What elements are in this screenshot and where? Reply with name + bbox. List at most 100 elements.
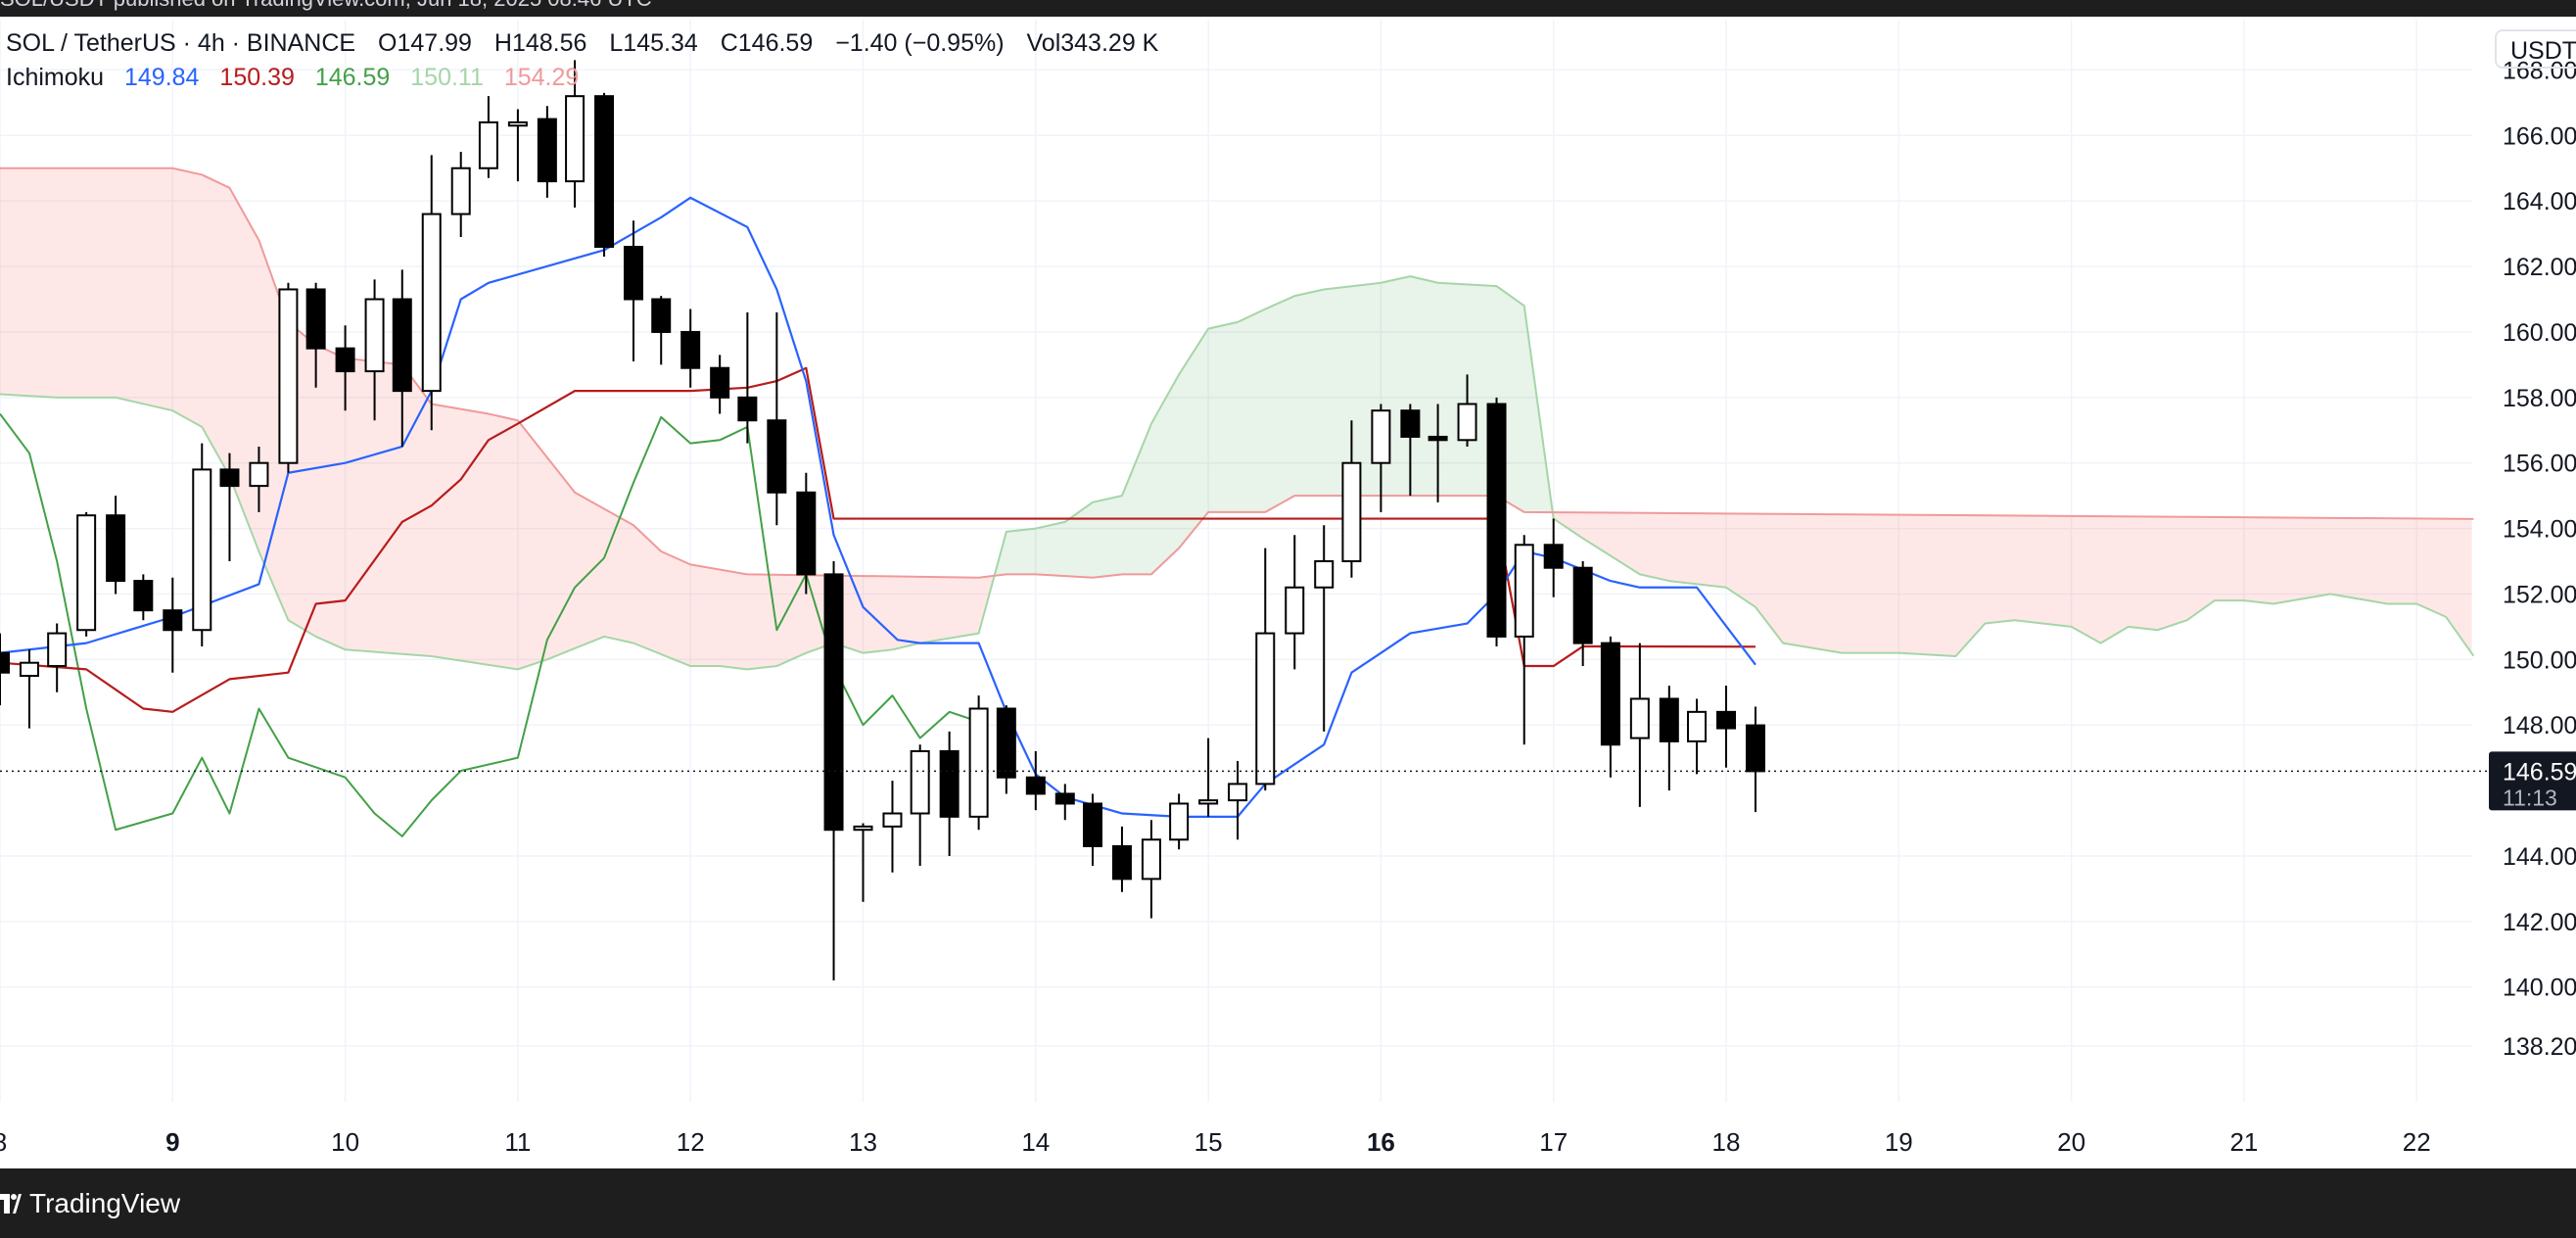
candle-body bbox=[1082, 802, 1102, 847]
time-axis-label: 10 bbox=[331, 1127, 359, 1157]
candle-body bbox=[507, 120, 528, 127]
candle-body bbox=[1716, 710, 1736, 730]
ohlc-close: C146.59 bbox=[720, 29, 814, 57]
price-axis[interactable]: 168.00 166.00 164.00 162.00 160.00 158.00 156.… bbox=[2489, 57, 2576, 1061]
candle bbox=[19, 649, 39, 729]
ohlc-low: L145.34 bbox=[609, 29, 698, 57]
price-axis-label: 142.00 bbox=[2503, 909, 2576, 936]
tradingview-logo-icon bbox=[0, 1194, 22, 1214]
candle bbox=[305, 282, 326, 388]
time-axis-label: 19 bbox=[1885, 1127, 1913, 1157]
candle-body bbox=[710, 366, 730, 399]
ohlc-open: O147.99 bbox=[378, 29, 472, 57]
candle bbox=[680, 309, 701, 388]
candle-body bbox=[1659, 697, 1679, 742]
ichimoku-conversion-value: 149.84 bbox=[124, 64, 200, 91]
candle-body bbox=[1486, 403, 1507, 638]
price-axis-label: 158.00 bbox=[2503, 385, 2576, 412]
candle bbox=[1082, 793, 1102, 867]
top-bar: SOL/USDT published on TradingView.com, J… bbox=[0, 0, 2576, 17]
candle bbox=[594, 92, 615, 258]
candle bbox=[1141, 820, 1161, 919]
time-axis-label: 12 bbox=[677, 1127, 705, 1157]
candle-body bbox=[1400, 409, 1421, 438]
tradingview-brand: TradingView bbox=[29, 1188, 181, 1218]
candlesticks bbox=[0, 60, 1765, 981]
candle bbox=[163, 577, 183, 673]
candle-body bbox=[853, 825, 873, 832]
candle-body bbox=[335, 347, 355, 373]
time-axis-label: 18 bbox=[1712, 1127, 1741, 1157]
candle-body bbox=[1314, 560, 1335, 589]
candle-body bbox=[76, 514, 97, 632]
volume-value: Vol343.29 K bbox=[1026, 29, 1159, 57]
candle-body bbox=[939, 749, 960, 818]
candle bbox=[47, 623, 68, 692]
candle-body bbox=[219, 468, 240, 488]
candle-body bbox=[392, 298, 412, 393]
candle-body bbox=[565, 95, 585, 183]
candle bbox=[1687, 698, 1708, 775]
candle-body bbox=[1025, 776, 1046, 795]
ichimoku-base-value: 150.39 bbox=[219, 64, 295, 91]
candle bbox=[624, 220, 644, 362]
candle bbox=[133, 574, 154, 621]
candle-body bbox=[1629, 697, 1650, 739]
candle bbox=[1486, 397, 1507, 646]
time-axis-label: 22 bbox=[2403, 1127, 2431, 1157]
candle-body bbox=[364, 298, 385, 373]
time-axis-label: 15 bbox=[1194, 1127, 1223, 1157]
time-axis-label: 8 bbox=[0, 1127, 7, 1157]
symbol-title[interactable]: SOL / TetherUS · 4h · BINANCE bbox=[6, 29, 356, 57]
candle-body bbox=[278, 288, 299, 464]
candle bbox=[651, 296, 672, 365]
candle-body bbox=[106, 514, 126, 583]
price-axis-label: 150.00 bbox=[2503, 646, 2576, 674]
bar-countdown: 11:13 bbox=[2503, 785, 2557, 810]
candle bbox=[853, 823, 873, 902]
candle bbox=[1341, 420, 1362, 578]
candle bbox=[1198, 738, 1219, 817]
candle bbox=[192, 443, 212, 646]
candle bbox=[537, 106, 557, 198]
time-axis-label: 11 bbox=[504, 1127, 531, 1157]
ohlc-high: H148.56 bbox=[493, 29, 587, 57]
candle bbox=[1457, 374, 1477, 447]
time-axis-label: 17 bbox=[1539, 1127, 1568, 1157]
candle bbox=[278, 282, 299, 473]
candle-body bbox=[823, 573, 844, 832]
price-change: −1.40 (−0.95%) bbox=[835, 29, 1005, 57]
price-chart[interactable]: 168.00 166.00 164.00 162.00 160.00 158.00 156.… bbox=[0, 0, 2576, 1168]
candle bbox=[565, 60, 585, 208]
candle-body bbox=[1255, 632, 1276, 786]
tradingview-logo[interactable]: TradingView bbox=[0, 1188, 180, 1219]
candle bbox=[1054, 784, 1075, 821]
price-axis-label: 168.00 bbox=[2503, 57, 2576, 84]
candle bbox=[392, 269, 412, 447]
candle-body bbox=[478, 120, 498, 169]
ichimoku-label[interactable]: Ichimoku bbox=[6, 64, 105, 91]
candle bbox=[737, 311, 758, 444]
time-axis[interactable]: 8 9 10 11 12 13 14 15 16 17 18 19 20 21 22 bbox=[0, 1127, 2431, 1157]
chart-grid bbox=[0, 20, 2472, 1102]
candle bbox=[1314, 525, 1335, 732]
time-axis-label: 13 bbox=[849, 1127, 877, 1157]
candle-body bbox=[1457, 403, 1477, 442]
senkou-span-a-line bbox=[0, 275, 2475, 671]
candle bbox=[1285, 535, 1305, 670]
price-axis-label: 148.00 bbox=[2503, 712, 2576, 739]
candle-body bbox=[882, 812, 903, 828]
candle-body bbox=[996, 707, 1016, 779]
candle-body bbox=[0, 651, 10, 674]
candle bbox=[1169, 793, 1190, 850]
candle bbox=[796, 472, 817, 595]
currency-button[interactable]: USDT bbox=[2495, 29, 2576, 69]
kumo-bearish-fill bbox=[0, 167, 995, 670]
ichimoku-lead1-value: 150.11 bbox=[410, 64, 484, 91]
price-axis-label: 166.00 bbox=[2503, 122, 2576, 150]
candle-body bbox=[624, 245, 644, 301]
time-axis-label: 9 bbox=[165, 1127, 179, 1157]
candle-body bbox=[1141, 838, 1161, 881]
candle-body bbox=[1054, 792, 1075, 805]
candle bbox=[478, 96, 498, 178]
